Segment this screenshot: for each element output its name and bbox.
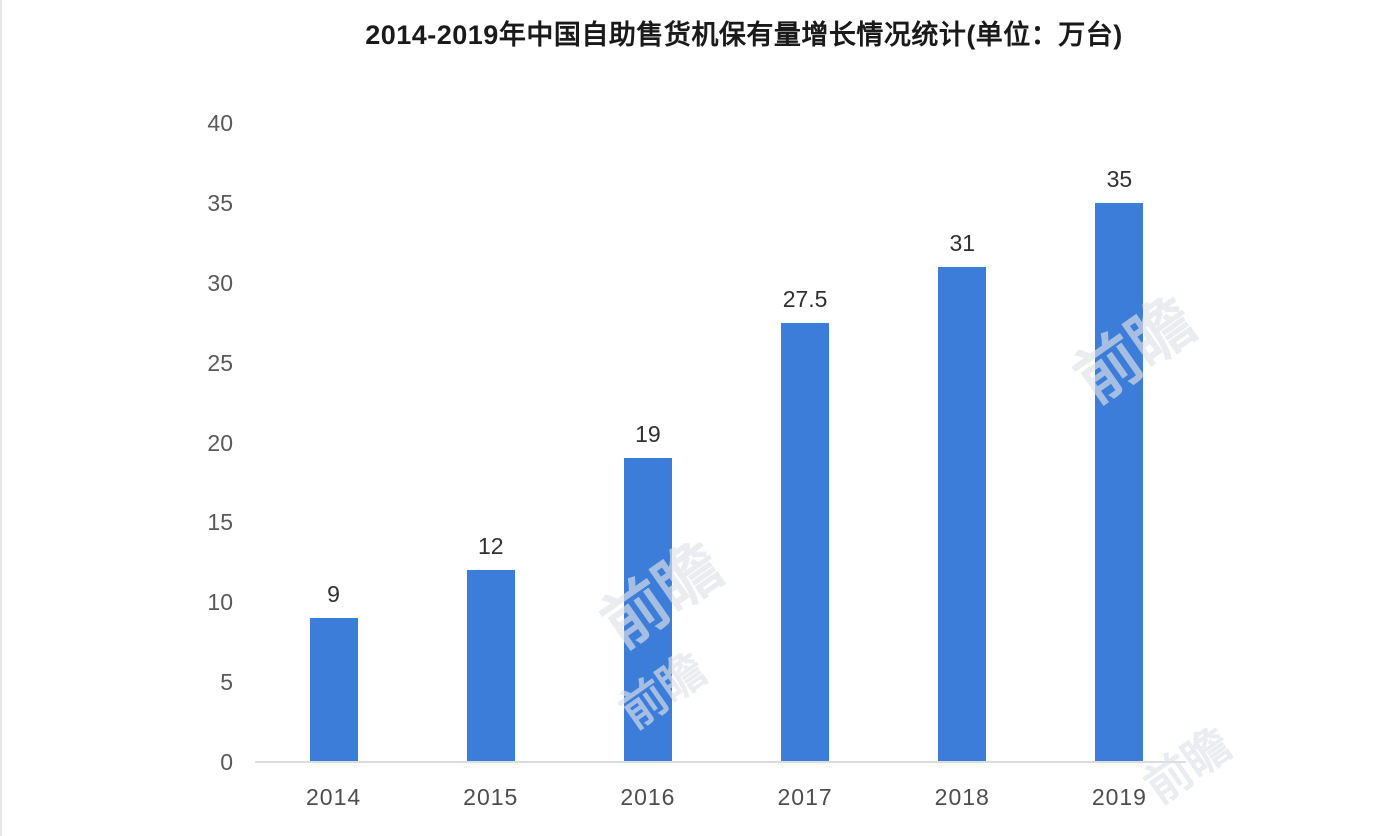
y-tick-label: 5 (220, 669, 233, 696)
y-tick-label: 0 (220, 749, 233, 775)
bar-value-label: 9 (327, 581, 340, 608)
right-edge-divider (0, 0, 2, 836)
x-tick-label: 2016 (620, 784, 676, 810)
bar-2015 (466, 570, 515, 762)
y-tick-label: 10 (207, 589, 233, 616)
y-tick-label: 20 (207, 429, 233, 456)
y-tick-label: 30 (207, 269, 233, 296)
y-tick-label: 15 (207, 509, 233, 536)
bar-2018 (938, 266, 987, 762)
y-tick-label: 35 (207, 189, 233, 216)
x-tick-label: 2014 (305, 784, 362, 810)
x-tick-label: 2018 (934, 784, 990, 810)
y-tick-label: 40 (207, 110, 233, 136)
y-tick-label: 25 (207, 349, 233, 376)
bar-value-label: 19 (635, 421, 661, 448)
bar-value-label: 35 (1106, 165, 1133, 192)
bar-value-label: 12 (477, 533, 504, 560)
x-tick-label: 2015 (463, 784, 519, 810)
x-tick-label: 2019 (1091, 784, 1147, 810)
bar-2019 (1095, 202, 1144, 762)
bar-2014 (309, 618, 358, 762)
bar-2016 (623, 458, 672, 762)
x-axis-baseline (255, 761, 1186, 763)
bar-value-label: 27.5 (782, 285, 828, 312)
chart-title: 2014-2019年中国自助售货机保有量增长情况统计(单位：万台) (365, 20, 1123, 50)
x-tick-label: 2017 (777, 784, 833, 810)
bar-2017 (781, 322, 830, 762)
bar-value-label: 31 (949, 229, 976, 256)
